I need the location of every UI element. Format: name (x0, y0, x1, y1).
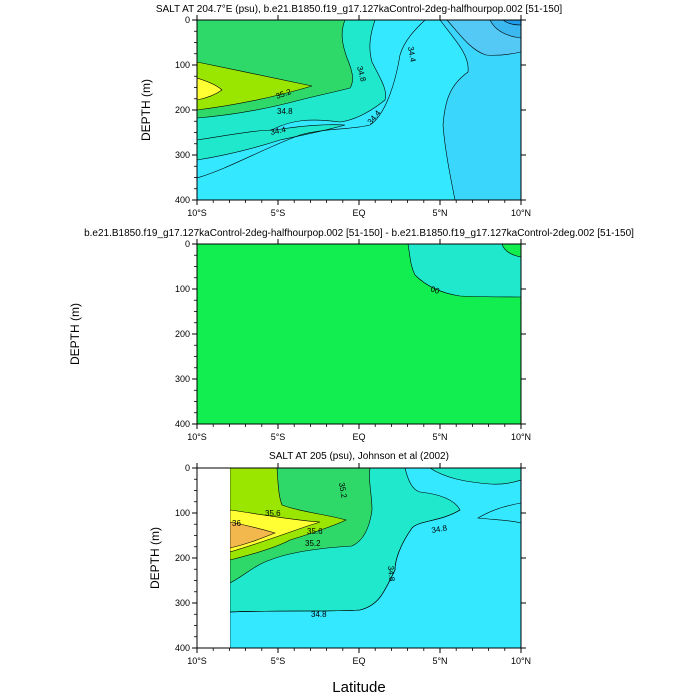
p3-contour-label: 35.2 (337, 482, 349, 499)
x-tick-label: 5°S (271, 656, 286, 666)
y-tick-label: 400 (175, 419, 190, 429)
y-tick-label: 200 (175, 105, 190, 115)
p1-contour-label: 34.4 (406, 46, 418, 63)
x-tick-label: EQ (352, 432, 365, 442)
p3-contour-label: 36 (232, 519, 241, 528)
p3-region-36.4 (230, 521, 276, 549)
x-tick-label: 10°N (511, 432, 531, 442)
y-tick-label: 0 (185, 463, 190, 473)
x-tick-label: EQ (352, 208, 365, 218)
y-tick-label: 300 (175, 150, 190, 160)
p1-contour-label: 34.4 (270, 125, 288, 137)
p3-region-34.8-ne-tongue (429, 468, 521, 485)
x-tick-label: 10°S (187, 656, 207, 666)
panel-model-salt: SALT AT 204.7°E (psu), b.e21.B1850.f19_g… (139, 4, 562, 218)
y-tick-label: 100 (175, 284, 190, 294)
panel1-y-axis: 0 100 200 300 400 (175, 15, 526, 205)
y-tick-label: 300 (175, 374, 190, 384)
x-tick-label: 10°N (511, 208, 531, 218)
x-tick-label: EQ (352, 656, 365, 666)
panel3-y-axis: 0 100 200 300 400 (175, 463, 526, 653)
p2-region-positive (407, 244, 521, 298)
p3-contour-label: 34.8 (431, 523, 448, 535)
p1-contour-label: 34.8 (277, 107, 293, 116)
panel2-y-axis: 0 100 200 300 400 (175, 239, 526, 429)
x-tick-label: 5°N (432, 432, 447, 442)
p1-contour-label: 34.8 (355, 65, 368, 83)
y-tick-label: 0 (185, 15, 190, 25)
y-tick-label: 100 (175, 60, 190, 70)
y-tick-label: 400 (175, 643, 190, 653)
p3-contour-label: 35.2 (305, 539, 321, 548)
x-tick-label: 10°S (187, 432, 207, 442)
panel3-ylabel: DEPTH (m) (148, 527, 162, 589)
panel-difference: b.e21.B1850.f19_g17.127kaControl-2deg-ha… (68, 228, 634, 442)
panel-observed-salt: SALT AT 205 (psu), Johnson et al (2002) … (148, 451, 531, 666)
p3-contour-label: 35.6 (307, 527, 323, 536)
p1-region-35.6 (197, 61, 313, 111)
p2-contour-label: 00 (429, 284, 441, 296)
x-tick-label: 10°N (511, 656, 531, 666)
panel1-x-axis: 10°S 5°S EQ 5°N 10°N (187, 15, 531, 218)
panel2-x-axis: 10°S 5°S EQ 5°N 10°N (187, 239, 531, 442)
p3-contour-label: 35.6 (265, 509, 281, 518)
y-tick-label: 300 (175, 598, 190, 608)
p3-isoline-34.8 (230, 509, 461, 613)
p1-region-32.8-ne (502, 20, 521, 26)
p3-contour-label: 34.8 (386, 565, 396, 582)
x-tick-label: 5°N (432, 208, 447, 218)
p1-region-36.0 (197, 77, 223, 101)
p1-region-34.0-right (439, 20, 521, 200)
p3-region-34.4-ne-tongue (477, 502, 521, 524)
x-tick-label: 5°N (432, 656, 447, 666)
x-tick-label: 5°S (271, 208, 286, 218)
p1-contour-labels: 34.8 35.2 34.8 34.4 34.4 34.4 (270, 46, 418, 137)
y-tick-label: 100 (175, 508, 190, 518)
x-tick-label: 5°S (271, 432, 286, 442)
panel2-title: b.e21.B1850.f19_g17.127kaControl-2deg-ha… (84, 228, 634, 239)
panel3-title: SALT AT 205 (psu), Johnson et al (2002) (269, 451, 449, 462)
p3-contour-label: 34.8 (311, 610, 327, 619)
y-tick-label: 200 (175, 329, 190, 339)
panel3-x-axis: 10°S 5°S EQ 5°N 10°N (187, 463, 531, 666)
p1-isoline-34.4 (197, 20, 426, 179)
x-axis-title: Latitude (332, 679, 385, 696)
p2-region-zero-ne (501, 244, 521, 258)
panel1-title: SALT AT 204.7°E (psu), b.e21.B1850.f19_g… (156, 4, 563, 15)
p3-contour-labels: 35.2 35.6 36 35.6 35.2 34.8 34.8 34.8 (232, 482, 448, 619)
panel1-ylabel: DEPTH (m) (139, 79, 153, 141)
x-tick-label: 10°S (187, 208, 207, 218)
panel2-ylabel: DEPTH (m) (68, 303, 82, 365)
p1-region-34.8-lower (197, 124, 346, 161)
y-tick-label: 0 (185, 239, 190, 249)
y-tick-label: 200 (175, 553, 190, 563)
y-tick-label: 400 (175, 195, 190, 205)
